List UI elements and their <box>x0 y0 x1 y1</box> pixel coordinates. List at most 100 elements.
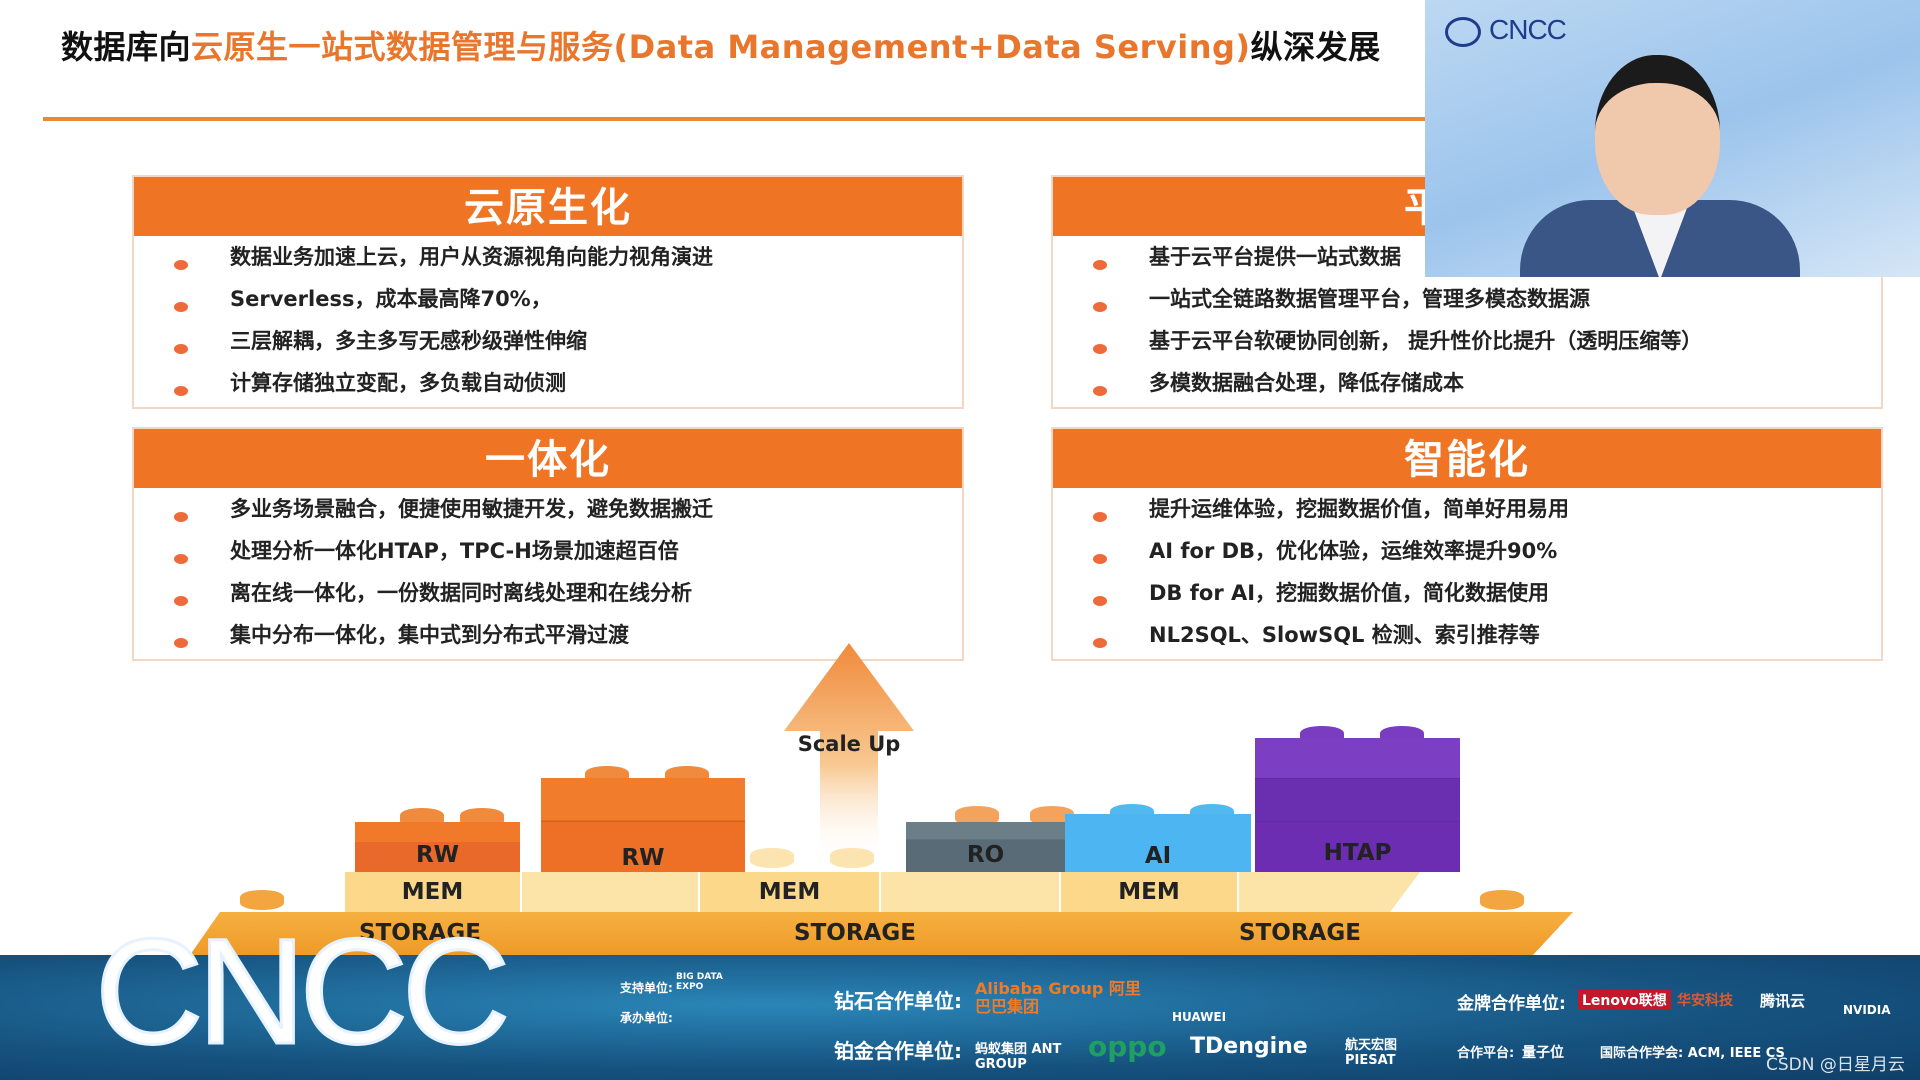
storage-layer <box>190 912 1573 955</box>
bullet-text: 基于云平台软硬协同创新， 提升性价比提升（透明压缩等） <box>1149 329 1703 353</box>
bullet-text: 处理分析一体化HTAP，TPC-H场景加速超百倍 <box>230 539 679 563</box>
alibaba-logo: Alibaba Group 阿里巴巴集团 <box>975 979 1141 1016</box>
bullet-text: 数据业务加速上云，用户从资源视角向能力视角演进 <box>230 245 713 269</box>
speaker-head <box>1595 55 1720 215</box>
bullet-dot-icon <box>174 596 188 606</box>
bullet-dot-icon <box>1093 260 1107 270</box>
bullet-dot-icon <box>174 512 188 522</box>
support-label: 支持单位: <box>620 981 673 995</box>
bullet-dot-icon <box>1093 344 1107 354</box>
bullet-text: 基于云平台提供一站式数据 <box>1149 245 1401 269</box>
bullet-item: 基于云平台提供一站式数据 <box>1053 238 1881 280</box>
slide-title: 数据库向云原生一站式数据管理与服务(Data Management+Data S… <box>61 22 1381 68</box>
bullet-dot-icon <box>174 554 188 564</box>
bullet-dot-icon <box>1093 638 1107 648</box>
bullet-dot-icon <box>1093 596 1107 606</box>
title-suffix: 纵深发展 <box>1250 28 1381 66</box>
scale-up-label: Scale Up <box>797 732 901 756</box>
bullet-list: 多业务场景融合，便捷使用敏捷开发，避免数据搬迁 处理分析一体化HTAP，TPC-H… <box>134 488 962 658</box>
bullet-item: 三层解耦，多主多写无感秒级弹性伸缩 <box>134 322 962 364</box>
bullet-text: 多模数据融合处理，降低存储成本 <box>1149 371 1464 395</box>
bullet-text: 一站式全链路数据管理平台，管理多模态数据源 <box>1149 287 1590 311</box>
intl-partners: 国际合作学会: ACM, IEEE CS <box>1600 1046 1785 1061</box>
scale-up-arrow-icon <box>784 643 914 863</box>
panel-cloud-native: 云原生化数据业务加速上云，用户从资源视角向能力视角演进 Serverless，成本… <box>132 175 964 409</box>
storage-label-3: STORAGE <box>1239 920 1361 946</box>
bullet-item: Serverless，成本最高降70%， <box>134 280 962 322</box>
panel-intelligence: 智能化提升运维体验，挖掘数据价值，简单好用易用 AI for DB，优化体验，运维… <box>1051 427 1883 661</box>
panel-heading: 一体化 <box>134 429 962 488</box>
mem-block-blank-2 <box>881 872 1059 912</box>
panel-heading: 云原生化 <box>134 177 962 236</box>
csdn-watermark: CSDN @日星月云 <box>1766 1055 1905 1075</box>
qbitai-logo: 量子位 <box>1522 1045 1564 1061</box>
bullet-item: 集中分布一体化，集中式到分布式平滑过渡 <box>134 616 962 658</box>
bullet-item: 处理分析一体化HTAP，TPC-H场景加速超百倍 <box>134 532 962 574</box>
stud <box>750 848 794 868</box>
bullet-dot-icon <box>174 344 188 354</box>
speaker-webcam-video: CNCC <box>1425 0 1920 277</box>
bullet-text: AI for DB，优化体验，运维效率提升90% <box>1149 539 1558 563</box>
mem-block-3: MEM <box>1061 872 1237 912</box>
stud <box>955 806 999 826</box>
bullet-dot-icon <box>1093 302 1107 312</box>
bullet-list: 数据业务加速上云，用户从资源视角向能力视角演进 Serverless，成本最高降7… <box>134 236 962 406</box>
gold-sponsor-logo: 华安科技 <box>1677 993 1733 1009</box>
bullet-item: 数据业务加速上云，用户从资源视角向能力视角演进 <box>134 238 962 280</box>
bullet-item: NL2SQL、SlowSQL 检测、索引推荐等 <box>1053 616 1881 658</box>
stud <box>830 848 874 868</box>
bullet-item: 提升运维体验，挖掘数据价值，简单好用易用 <box>1053 490 1881 532</box>
bullet-dot-icon <box>174 386 188 396</box>
bullet-text: 提升运维体验，挖掘数据价值，简单好用易用 <box>1149 497 1569 521</box>
mem-block-blank-1 <box>522 872 698 912</box>
bullet-dot-icon <box>1093 554 1107 564</box>
bullet-text: 多业务场景融合，便捷使用敏捷开发，避免数据搬迁 <box>230 497 713 521</box>
storage-label-1: STORAGE <box>359 920 481 946</box>
conference-footer-banner <box>0 955 1920 1080</box>
bullet-text: 集中分布一体化，集中式到分布式平滑过渡 <box>230 623 629 647</box>
panel-heading: 智能化 <box>1053 429 1881 488</box>
bullet-item: 多模数据融合处理，降低存储成本 <box>1053 364 1881 406</box>
bullet-text: 三层解耦，多主多写无感秒级弹性伸缩 <box>230 329 587 353</box>
lenovo-logo: Lenovo联想 <box>1578 990 1671 1010</box>
huawei-logo: HUAWEI <box>1172 1010 1227 1024</box>
cncc-logo: CNCC <box>93 906 511 1077</box>
bullet-list: 基于云平台提供一站式数据一站式全链路数据管理平台，管理多模态数据源基于云平台软硬… <box>1053 236 1881 406</box>
webcam-logo-text: CNCC <box>1489 14 1567 45</box>
title-prefix: 数据库向 <box>61 28 192 66</box>
rw-block-1: RW <box>355 822 520 872</box>
bullet-dot-icon <box>174 260 188 270</box>
bullet-item: 多业务场景融合，便捷使用敏捷开发，避免数据搬迁 <box>134 490 962 532</box>
stud <box>1480 890 1524 910</box>
bullet-list: 提升运维体验，挖掘数据价值，简单好用易用 AI for DB，优化体验，运维效率提… <box>1053 488 1881 658</box>
diamond-label: 钻石合作单位: <box>834 989 962 1013</box>
bullet-text: 计算存储独立变配，多负载自动侦测 <box>230 371 566 395</box>
tdengine-logo: TDengine <box>1190 1034 1308 1059</box>
nvidia-logo: NVIDIA <box>1843 1003 1891 1017</box>
ant-group-logo: 蚂蚁集团 ANT GROUP <box>975 1042 1062 1072</box>
bullet-text: 离在线一体化，一份数据同时离线处理和在线分析 <box>230 581 692 605</box>
title-highlight: 云原生一站式数据管理与服务(Data Management+Data Servi… <box>191 28 1251 66</box>
bullet-item: 计算存储独立变配，多负载自动侦测 <box>134 364 962 406</box>
panel-integration: 一体化 多业务场景融合，便捷使用敏捷开发，避免数据搬迁 处理分析一体化HTAP，TP… <box>132 427 964 661</box>
webcam-cncc-logo: CNCC <box>1445 14 1567 47</box>
tencent-cloud-logo: 腾讯云 <box>1760 992 1806 1010</box>
bullet-item: 离在线一体化，一份数据同时离线处理和在线分析 <box>134 574 962 616</box>
support-logo: BIG DATA EXPO <box>676 972 723 992</box>
title-divider <box>43 117 1425 121</box>
mem-block-2: MEM <box>700 872 879 912</box>
stud <box>240 890 284 910</box>
bullet-text: DB for AI，挖掘数据价值，简化数据使用 <box>1149 581 1550 605</box>
bullet-item: 一站式全链路数据管理平台，管理多模态数据源 <box>1053 280 1881 322</box>
bullet-dot-icon <box>1093 386 1107 396</box>
stud <box>1030 806 1074 826</box>
mem-block-blank-3 <box>1239 872 1420 912</box>
mem-block-1: MEM <box>345 872 520 912</box>
ai-block: AI <box>1065 814 1251 872</box>
host-label: 承办单位: <box>620 1011 673 1025</box>
platinum-label: 铂金合作单位: <box>834 1039 962 1063</box>
rw-block-2: RW <box>541 778 745 872</box>
platform-label: 合作平台: <box>1457 1046 1515 1061</box>
storage-label-2: STORAGE <box>794 920 916 946</box>
bullet-item: AI for DB，优化体验，运维效率提升90% <box>1053 532 1881 574</box>
